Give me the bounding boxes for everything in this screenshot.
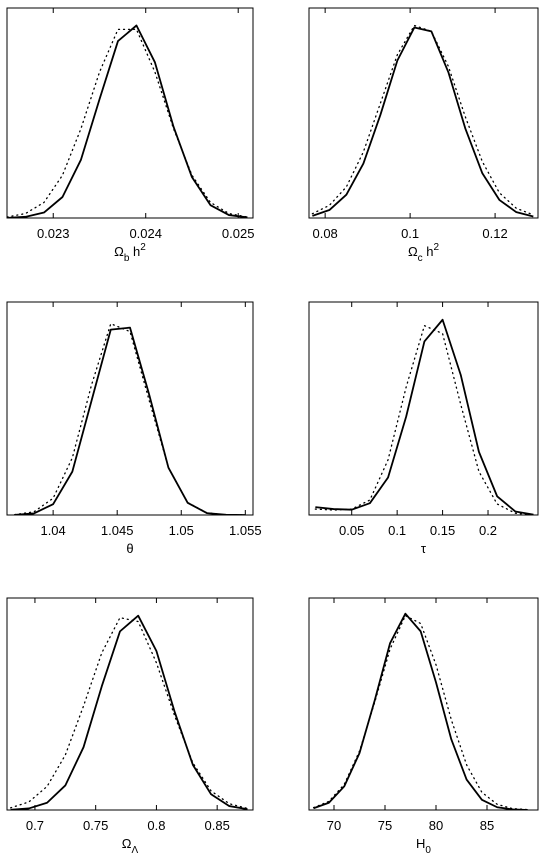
axes-box [308, 597, 539, 811]
plot-area [312, 612, 529, 810]
axes-box [6, 7, 254, 219]
plot-area [14, 323, 246, 515]
x-tick-label: 1.05 [169, 523, 194, 538]
x-axis-label-part: 0 [425, 845, 431, 856]
x-axis-label-part: Ω [114, 244, 124, 259]
x-tick-label: 70 [327, 818, 341, 833]
x-tick-label: 1.045 [101, 523, 134, 538]
x-axis-label-part: Λ [132, 845, 139, 856]
density-curve [313, 612, 528, 810]
x-axis-label: θ [126, 541, 133, 556]
panel: 1.04 1.045 1.05 1.055 θ [6, 301, 262, 556]
panel: 0.7 0.75 0.8 0.85 ΩΛ [6, 597, 254, 856]
x-axis-label-part: b [124, 253, 130, 264]
density-curve [10, 614, 248, 810]
axes-box [308, 301, 539, 516]
x-axis-label-part: Ω [122, 836, 132, 851]
x-axis-label: ΩΛ [122, 836, 139, 856]
x-tick-label: 0.1 [388, 523, 406, 538]
x-axis-label: Ωc h2 [408, 242, 440, 264]
x-axis-label-part: h [423, 244, 434, 259]
panel: 0.08 0.1 0.12 Ωc h2 [308, 7, 539, 264]
x-axis-label-part: Ω [408, 244, 418, 259]
x-axis-label: H0 [416, 836, 431, 856]
x-tick-label: 0.024 [129, 226, 162, 241]
density-curve [14, 326, 246, 515]
x-axis-label-part: 2 [434, 242, 440, 253]
plot-area [314, 318, 535, 515]
x-tick-label: 0.85 [205, 818, 230, 833]
x-tick-label: 0.08 [312, 226, 337, 241]
x-axis-label-part: 2 [140, 242, 146, 253]
density-curve [315, 318, 534, 515]
axes-box [308, 7, 539, 219]
panel: 70 75 80 85 H0 [308, 597, 539, 856]
density-curve [312, 26, 534, 218]
x-tick-label: 0.15 [430, 523, 455, 538]
density-curve [7, 24, 248, 218]
axes-box [6, 301, 254, 516]
x-axis-label: Ωb h2 [114, 242, 146, 264]
plot-area [7, 24, 249, 218]
panel: 0.05 0.1 0.15 0.2 τ [308, 301, 539, 556]
x-tick-label: 85 [480, 818, 494, 833]
x-axis-label-part: τ [421, 541, 427, 556]
x-axis-label-part: H [416, 836, 425, 851]
x-tick-label: 0.025 [222, 226, 255, 241]
x-axis-label-part: c [418, 253, 423, 264]
x-tick-label: 0.05 [339, 523, 364, 538]
density-curve [14, 323, 246, 515]
x-tick-label: 1.04 [40, 523, 65, 538]
x-tick-label: 0.8 [147, 818, 165, 833]
x-axis-label: τ [421, 541, 427, 556]
x-tick-label: 0.7 [26, 818, 44, 833]
density-curve [311, 24, 534, 216]
density-curve [314, 325, 535, 515]
x-tick-label: 0.2 [479, 523, 497, 538]
x-tick-label: 1.055 [229, 523, 262, 538]
x-axis-label-part: h [129, 244, 140, 259]
density-curve [312, 615, 529, 810]
density-curve [9, 616, 249, 810]
plot-area [311, 24, 534, 218]
x-tick-label: 0.12 [482, 226, 507, 241]
x-tick-label: 0.023 [37, 226, 70, 241]
x-axis-label-part: θ [126, 541, 133, 556]
x-tick-label: 80 [429, 818, 443, 833]
x-tick-label: 0.75 [83, 818, 108, 833]
panel: 0.023 0.024 0.025 Ωb h2 [6, 7, 255, 264]
x-tick-label: 0.1 [401, 226, 419, 241]
plot-area [9, 614, 249, 810]
x-tick-label: 75 [378, 818, 392, 833]
axes-box [6, 597, 254, 811]
density-curve [7, 28, 249, 218]
